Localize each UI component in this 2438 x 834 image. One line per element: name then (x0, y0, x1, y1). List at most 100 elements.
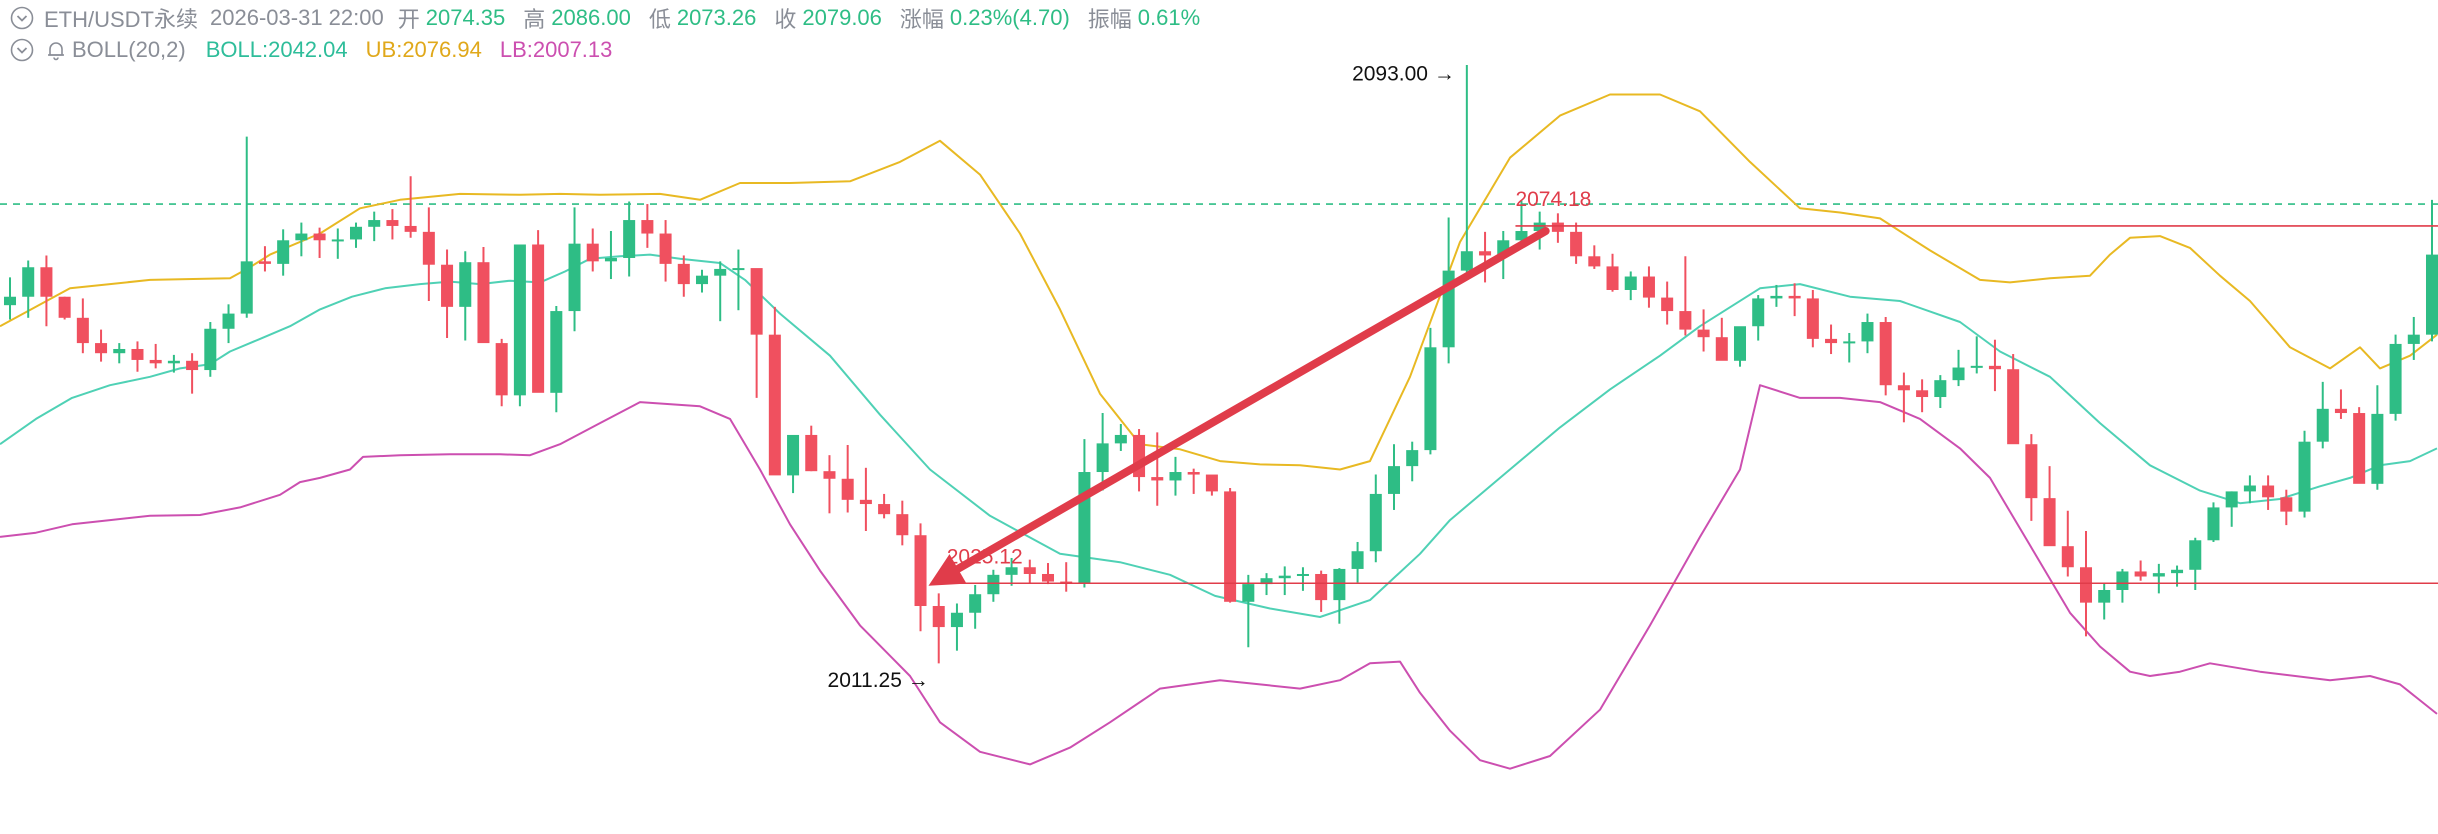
candle-body (1169, 472, 1182, 481)
candle (1424, 327, 1437, 455)
candle-body (805, 434, 818, 472)
candle-body (841, 478, 854, 500)
candle (932, 593, 945, 664)
candle (1770, 284, 1783, 307)
candle-body (732, 268, 745, 271)
candle-body (58, 296, 71, 318)
candle (76, 298, 89, 354)
candle (586, 228, 599, 272)
candle (2061, 510, 2074, 577)
candle (1096, 413, 1109, 491)
candle (331, 228, 344, 259)
candle-body (2298, 441, 2311, 512)
candle-body (2316, 408, 2329, 442)
candle (1934, 375, 1947, 408)
candle (1588, 245, 1601, 269)
candle-body (1041, 573, 1055, 582)
candle-body (2116, 571, 2129, 590)
candle-body (2152, 573, 2165, 577)
candle-body (204, 328, 217, 371)
candle (732, 249, 745, 311)
candle-body (1806, 298, 1819, 339)
candle (2371, 385, 2384, 490)
close-label: 收 (774, 7, 797, 32)
chevron-down-icon[interactable] (10, 6, 34, 30)
candle-body (586, 243, 599, 262)
candle (1224, 488, 1237, 603)
candle-body (277, 240, 290, 264)
candle-body (1351, 551, 1364, 569)
candle-body (1788, 295, 1801, 299)
candle-body (1479, 251, 1492, 256)
candle-body (1114, 434, 1127, 444)
candle (1460, 65, 1473, 280)
boll-ub-value: UB:2076.94 (365, 37, 482, 62)
candle (22, 260, 35, 318)
candle (386, 209, 399, 240)
bell-icon[interactable] (44, 38, 68, 62)
candle (768, 306, 781, 476)
candle-body (1296, 573, 1309, 576)
candle-body (404, 225, 417, 232)
candle-body (422, 231, 435, 265)
candle-body (1879, 322, 1892, 386)
candle-body (459, 262, 472, 307)
candle-body (1715, 337, 1728, 361)
candle (1296, 567, 1309, 591)
candle-body (677, 263, 690, 285)
candle-body (513, 244, 526, 396)
candle-body (2334, 408, 2347, 414)
candle-body (568, 243, 581, 312)
candle (1806, 290, 1819, 348)
high-value: 2086.00 (551, 5, 631, 30)
candle-body (2407, 334, 2420, 344)
indicator-legend: BOLL(20,2) BOLL:2042.04 UB:2076.94 LB:20… (10, 32, 630, 68)
candle (750, 268, 763, 398)
candle (659, 220, 672, 282)
candle (787, 434, 800, 494)
chevron-down-icon[interactable] (10, 38, 34, 62)
high-label: 高 (523, 7, 546, 32)
candle-body (823, 471, 836, 479)
candle-body (1460, 251, 1473, 271)
candle (1697, 309, 1710, 352)
candle (1606, 253, 1619, 292)
candle-body (495, 343, 508, 396)
candle (878, 493, 891, 519)
candle (2043, 466, 2056, 547)
symbol-label[interactable]: ETH/USDT永续 (44, 7, 199, 32)
candle (604, 231, 617, 280)
candle (1879, 316, 1892, 396)
candle (2098, 583, 2111, 620)
candle-body (1752, 298, 1765, 327)
candle-body (2079, 567, 2093, 603)
candle (131, 341, 144, 372)
candle-body (695, 275, 709, 285)
candle-body (477, 262, 490, 344)
candle-body (1424, 347, 1437, 451)
candle-body (950, 612, 963, 628)
indicator-name[interactable]: BOLL(20,2) (72, 37, 186, 62)
candle-body (2243, 485, 2256, 492)
candle-body (2262, 485, 2275, 498)
candle (2207, 502, 2220, 542)
candle-body (2353, 413, 2366, 484)
candle (1843, 332, 1856, 363)
candle-body (1897, 385, 1910, 391)
candle (2280, 489, 2293, 526)
low-label: 低 (648, 7, 671, 32)
open-value: 2074.35 (425, 5, 506, 30)
candle (1369, 474, 1382, 563)
candle (1315, 570, 1328, 612)
candle-body (1988, 365, 2001, 370)
candle-body (22, 267, 35, 297)
candle (859, 467, 872, 532)
candle-body (1023, 567, 1036, 574)
candle-body (222, 313, 235, 329)
candle (714, 261, 727, 322)
candle (1205, 474, 1218, 496)
candle (2389, 334, 2402, 421)
candle-body (1260, 578, 1273, 585)
annotations: 2093.00 →2011.25 →2074.182025.12 (828, 62, 2438, 692)
